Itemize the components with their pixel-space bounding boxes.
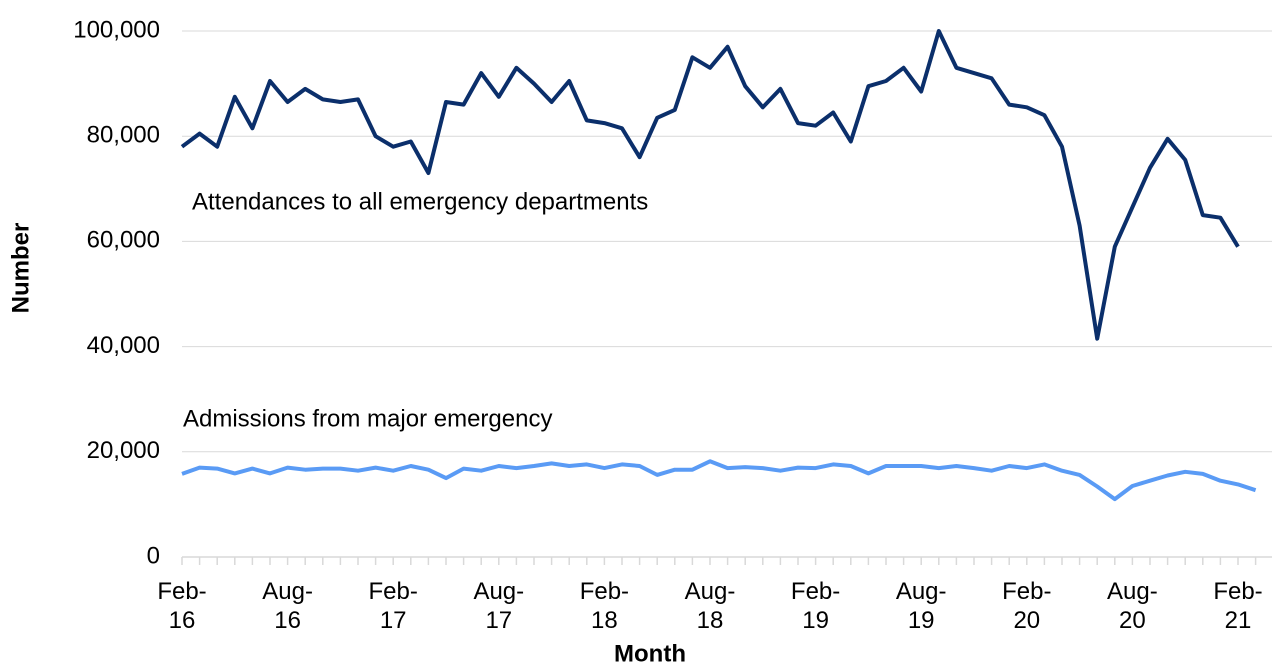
x-tick-label: Feb-19: [790, 578, 841, 634]
x-tick-label: Aug-17: [473, 578, 525, 634]
data-line: [180, 29, 1240, 341]
x-tick-label: Feb-18: [579, 578, 630, 634]
x-tick-label: Aug-18: [684, 578, 736, 634]
x-tick-label: Feb-16: [157, 578, 207, 634]
x-tick-label: Aug-20: [1107, 578, 1158, 634]
x-tick-label: Feb-20: [1002, 578, 1052, 634]
x-tick-label: Aug-19: [895, 578, 947, 634]
y-tick-label: 0: [147, 542, 160, 569]
y-tick-label: 80,000: [87, 122, 160, 149]
y-axis-title: Number: [7, 223, 34, 314]
x-tick-label: Feb-21: [1213, 578, 1263, 634]
annotation: Admissions from major emergency: [183, 405, 552, 432]
y-tick-label: 60,000: [87, 227, 160, 254]
x-tick-label: Feb-17: [368, 578, 418, 634]
y-tick-label: 40,000: [87, 332, 160, 359]
x-axis-title: Month: [614, 640, 686, 667]
data-line: [181, 459, 1257, 502]
y-tick-label: 100,000: [73, 16, 160, 43]
annotation: Attendances to all emergency departments: [192, 188, 648, 215]
x-tick-label: Aug-16: [262, 578, 313, 634]
y-tick-label: 20,000: [87, 437, 160, 464]
